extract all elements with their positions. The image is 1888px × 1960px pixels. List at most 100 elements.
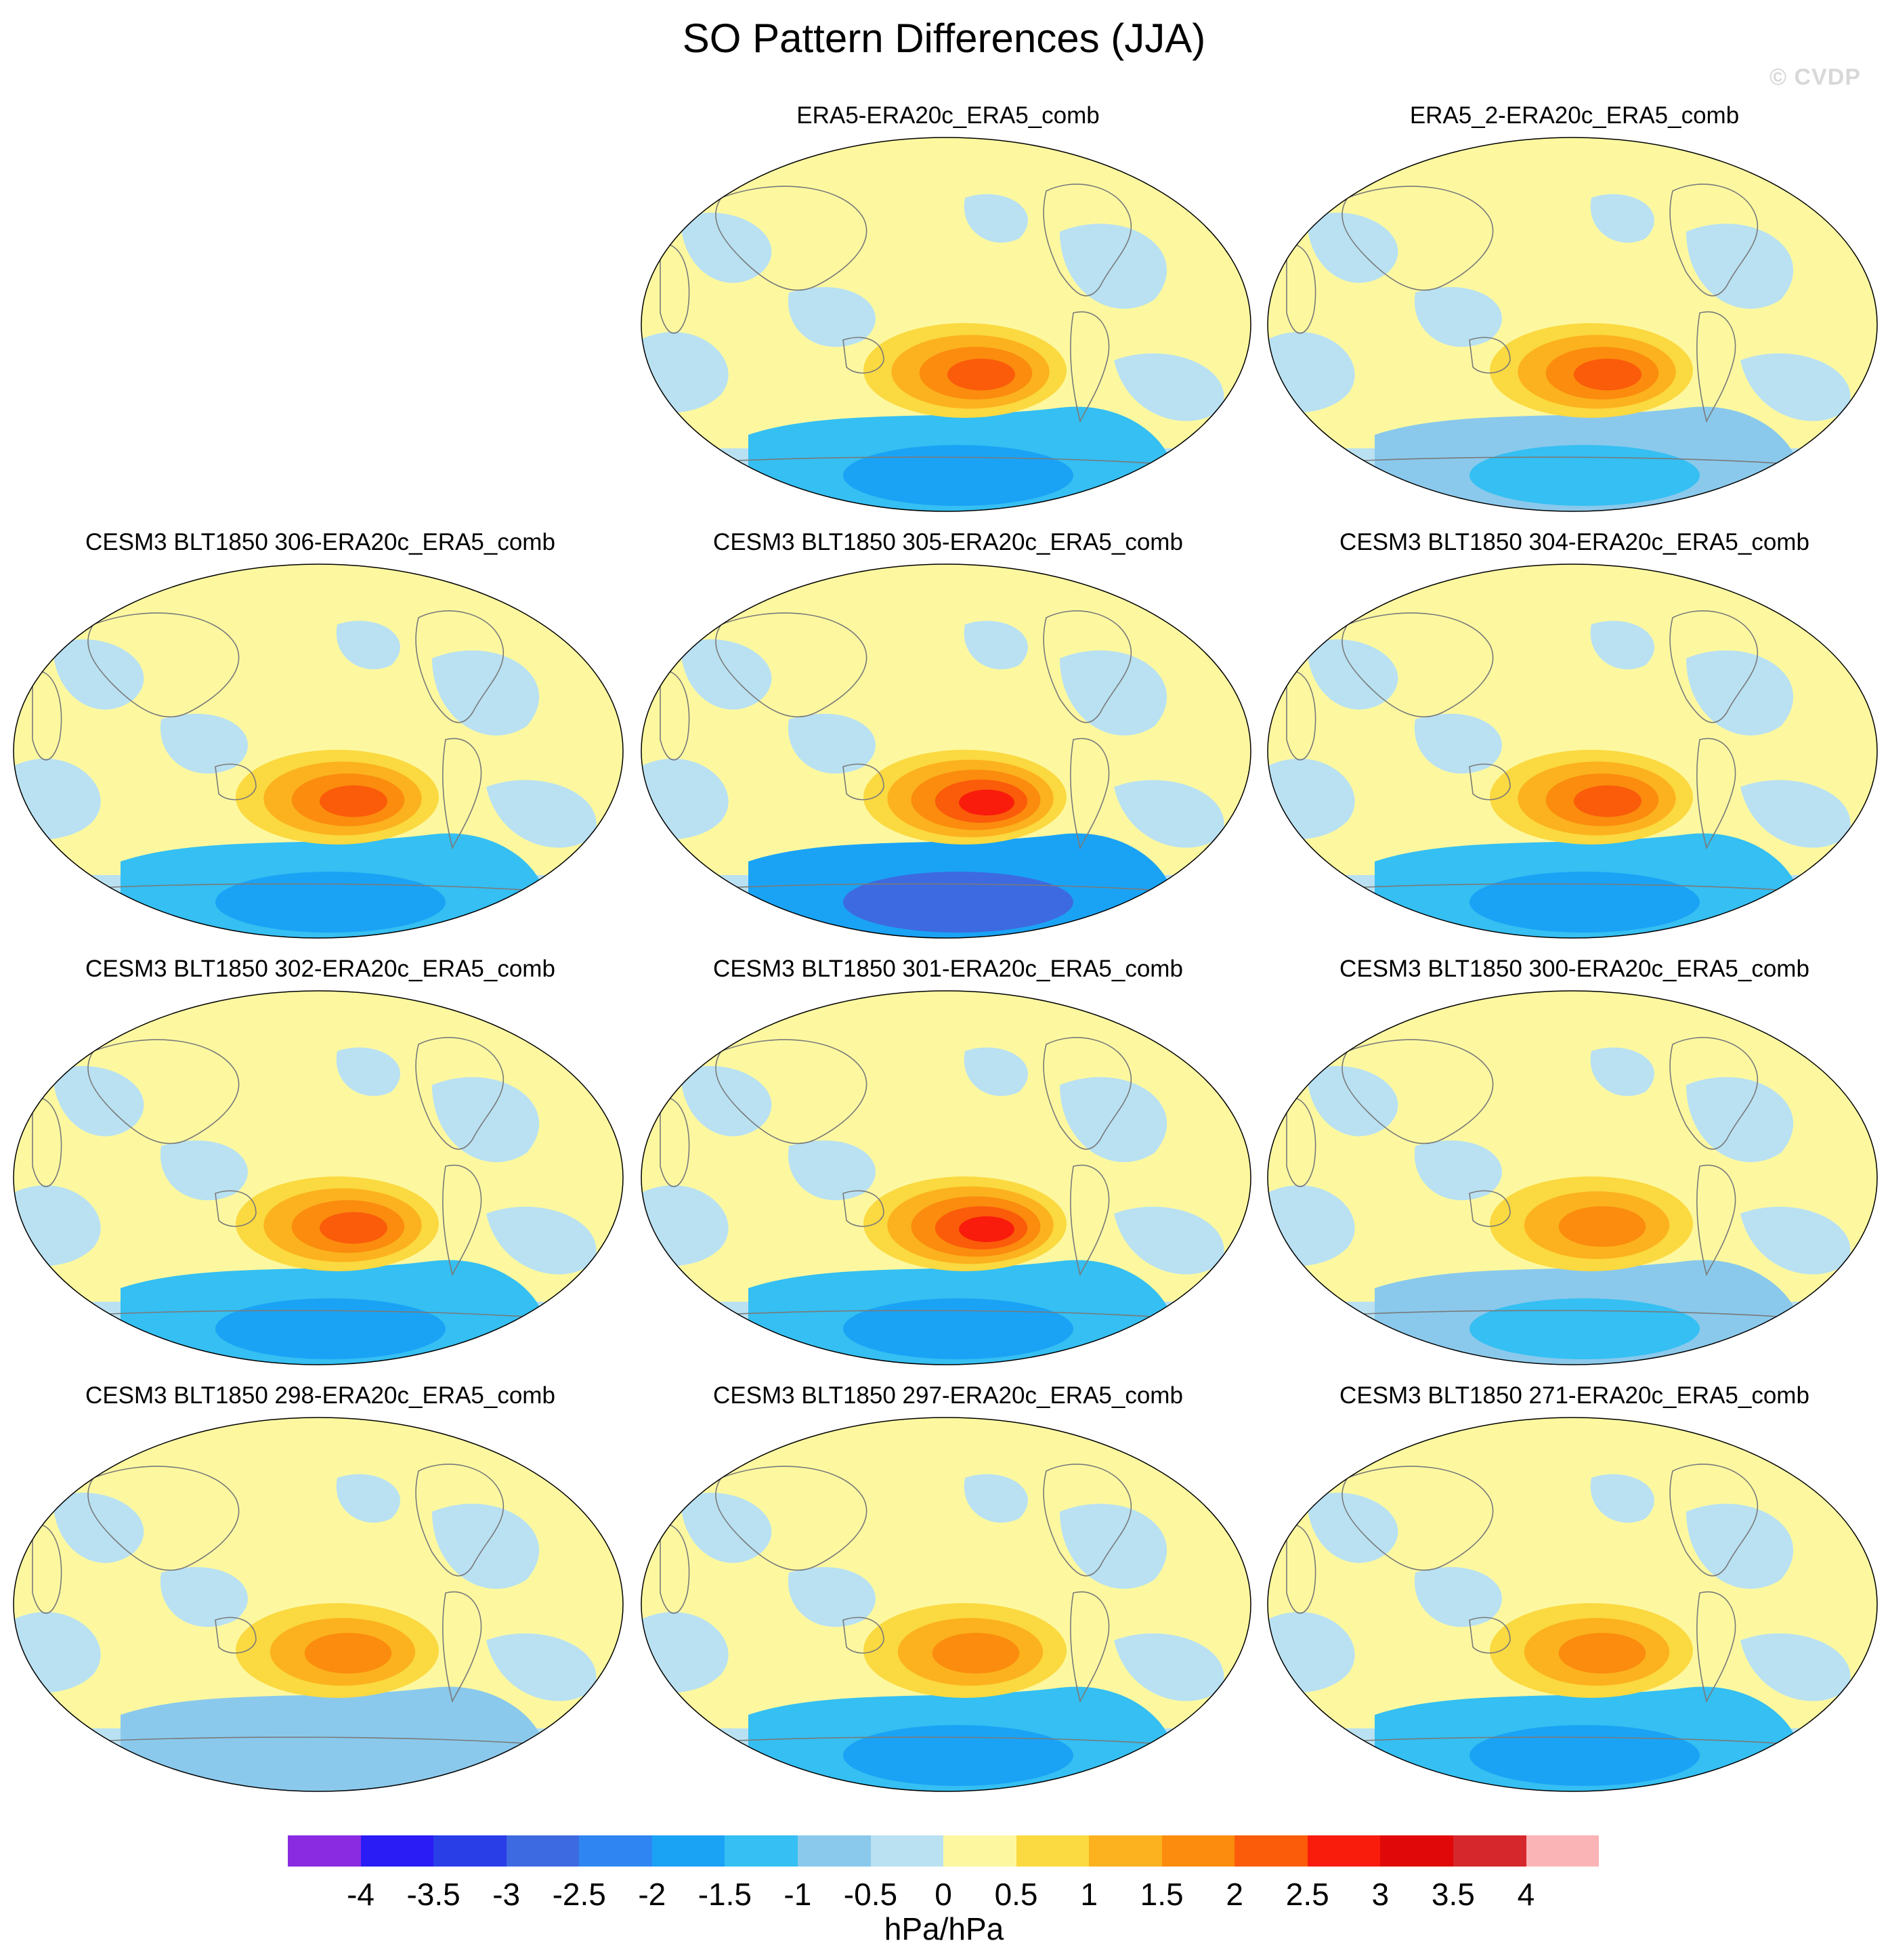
- coastline: [842, 1190, 884, 1227]
- negative-anomaly-core: [215, 1725, 446, 1786]
- coastline: [1469, 763, 1511, 801]
- coastline: [842, 337, 884, 374]
- colorbar-tick-label: -1.5: [698, 1877, 752, 1912]
- map-border: [1267, 990, 1878, 1365]
- coastline: [215, 1617, 257, 1654]
- colorbar-box: [506, 1835, 580, 1867]
- negative-anomaly-region: [1114, 780, 1224, 848]
- figure-title: SO Pattern Differences (JJA): [682, 16, 1206, 61]
- coastline: [1286, 1523, 1316, 1614]
- coastline: [715, 612, 867, 718]
- positive-anomaly-contour: [1558, 1206, 1646, 1247]
- coastline: [442, 1591, 482, 1703]
- colorbar-box: [1307, 1835, 1381, 1867]
- positive-anomaly-contour: [1574, 358, 1642, 391]
- negative-anomaly-region: [1060, 1077, 1167, 1162]
- coastline: [1043, 1464, 1132, 1577]
- negative-anomaly-region: [160, 1567, 248, 1627]
- panel-title: CESM3 BLT1850 298-ERA20c_ERA5_comb: [85, 1382, 555, 1409]
- coastline: [1696, 738, 1736, 850]
- map-border: [13, 1417, 624, 1792]
- robinson-map: [1267, 990, 1878, 1365]
- colorbar-box: [943, 1835, 1016, 1867]
- panel-title: CESM3 BLT1850 305-ERA20c_ERA5_comb: [713, 529, 1183, 555]
- map-border: [641, 563, 1251, 939]
- panel-title: CESM3 BLT1850 297-ERA20c_ERA5_comb: [713, 1382, 1183, 1409]
- coastline: [32, 670, 62, 761]
- map-panel: CESM3 BLT1850 297-ERA20c_ERA5_comb: [640, 1382, 1256, 1808]
- colorbar-tick-label: -4: [347, 1877, 374, 1912]
- negative-anomaly-region: [1590, 620, 1654, 670]
- coastline: [1070, 1164, 1110, 1277]
- robinson-map: [641, 137, 1251, 512]
- negative-anomaly-region: [1590, 1047, 1654, 1096]
- coastline: [1696, 1164, 1736, 1277]
- colorbar-box: [360, 1835, 434, 1867]
- negative-anomaly-core: [1469, 1298, 1700, 1359]
- negative-anomaly-core: [843, 1298, 1073, 1359]
- colorbar-box: [1453, 1835, 1526, 1867]
- panel-title: ERA5_2-ERA20c_ERA5_comb: [1409, 102, 1740, 129]
- coastline: [1669, 610, 1759, 723]
- negative-anomaly-region: [1740, 1633, 1851, 1701]
- map-panel: CESM3 BLT1850 306-ERA20c_ERA5_comb: [12, 528, 628, 955]
- coastline: [1669, 184, 1759, 297]
- coastline: [660, 243, 690, 334]
- robinson-map: [1267, 137, 1878, 512]
- panel-title: CESM3 BLT1850 304-ERA20c_ERA5_comb: [1339, 529, 1809, 555]
- colorbar-box: [1089, 1835, 1162, 1867]
- map-panel: CESM3 BLT1850 300-ERA20c_ERA5_comb: [1266, 955, 1883, 1382]
- colorbar-tick-label: 1: [1080, 1877, 1098, 1912]
- coastline: [1043, 610, 1132, 723]
- positive-anomaly-contour: [959, 1216, 1014, 1243]
- coastline: [32, 1096, 62, 1187]
- panel-title: CESM3 BLT1850 302-ERA20c_ERA5_comb: [85, 956, 555, 982]
- map-border: [1267, 563, 1878, 939]
- robinson-map: [13, 1417, 624, 1792]
- colorbar-tick-label: 3.5: [1431, 1877, 1475, 1912]
- negative-anomaly-region: [1114, 1633, 1224, 1701]
- coastline: [1043, 184, 1132, 297]
- coastline: [1696, 1591, 1736, 1703]
- coastline: [415, 1037, 505, 1150]
- colorbar-box: [651, 1835, 725, 1867]
- colorbar-box: [1235, 1835, 1308, 1867]
- colorbar-tick-label: 4: [1517, 1877, 1535, 1912]
- negative-anomaly-core: [1469, 445, 1700, 506]
- map-border: [641, 1417, 1251, 1792]
- coastline: [1469, 1190, 1511, 1227]
- coastline: [842, 1617, 884, 1654]
- colorbar-box: [579, 1835, 652, 1867]
- coastline: [442, 738, 482, 850]
- negative-anomaly-region: [1414, 713, 1502, 774]
- positive-anomaly-contour: [959, 789, 1014, 816]
- negative-anomaly-core: [215, 872, 446, 933]
- negative-anomaly-region: [1414, 1567, 1502, 1627]
- negative-anomaly-region: [1114, 353, 1224, 421]
- negative-anomaly-region: [964, 1047, 1028, 1096]
- robinson-map: [1267, 1417, 1878, 1792]
- negative-anomaly-region: [160, 1140, 248, 1201]
- negative-anomaly-region: [1740, 780, 1851, 848]
- map-panel: CESM3 BLT1850 305-ERA20c_ERA5_comb: [640, 528, 1256, 955]
- negative-anomaly-region: [1686, 1077, 1794, 1162]
- coastline: [660, 1096, 690, 1187]
- positive-anomaly-contour: [947, 358, 1015, 391]
- panel-title: CESM3 BLT1850 271-ERA20c_ERA5_comb: [1339, 1382, 1809, 1409]
- map-border: [1267, 137, 1878, 512]
- coastline: [1070, 311, 1110, 423]
- negative-anomaly-region: [788, 1140, 876, 1201]
- positive-anomaly-contour: [304, 1633, 392, 1674]
- negative-anomaly-region: [486, 780, 597, 848]
- map-panel: ERA5_2-ERA20c_ERA5_comb: [1266, 102, 1883, 528]
- robinson-map: [13, 990, 624, 1365]
- coastline: [1286, 1096, 1316, 1187]
- positive-anomaly-contour: [320, 785, 387, 817]
- colorbar-box: [870, 1835, 944, 1867]
- coastline: [215, 763, 257, 801]
- negative-anomaly-region: [432, 1077, 540, 1162]
- robinson-map: [13, 563, 624, 939]
- coastline: [715, 1466, 867, 1571]
- map-panel: CESM3 BLT1850 298-ERA20c_ERA5_comb: [12, 1382, 628, 1808]
- colorbar-tick-label: 2: [1226, 1877, 1244, 1912]
